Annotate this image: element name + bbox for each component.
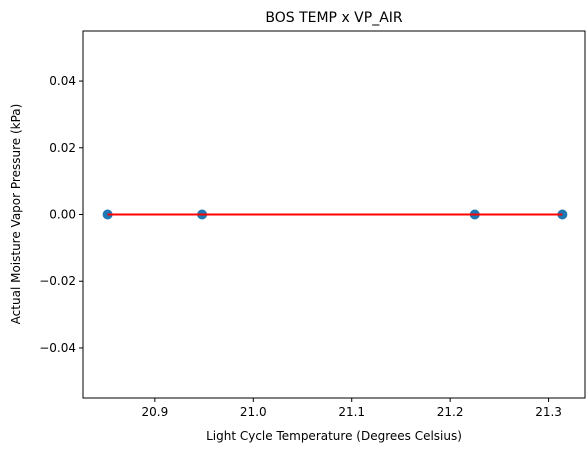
x-tick-label: 21.0 [240,405,267,419]
series-layer [102,209,568,220]
y-axis-label: Actual Moisture Vapor Pressure (kPa) [9,104,23,325]
y-tick-label: 0.02 [49,141,76,155]
y-tick-label: 0.04 [49,74,76,88]
x-tick-label: 21.1 [338,405,365,419]
y-tick-label: −0.02 [39,274,76,288]
plot-frame [82,30,586,399]
x-tick-label: 20.9 [141,405,168,419]
x-tick-label: 21.3 [535,405,562,419]
y-axis-ticks: −0.04 −0.02 0.00 0.02 0.04 [39,74,83,355]
x-tick-label: 21.2 [437,405,464,419]
y-tick-label: −0.04 [39,341,76,355]
x-axis-ticks: 20.9 21.0 21.1 21.2 21.3 [141,398,562,419]
chart-title: BOS TEMP x VP_AIR [265,10,403,26]
y-tick-label: 0.00 [49,208,76,222]
x-axis-label: Light Cycle Temperature (Degrees Celsius… [206,429,462,443]
